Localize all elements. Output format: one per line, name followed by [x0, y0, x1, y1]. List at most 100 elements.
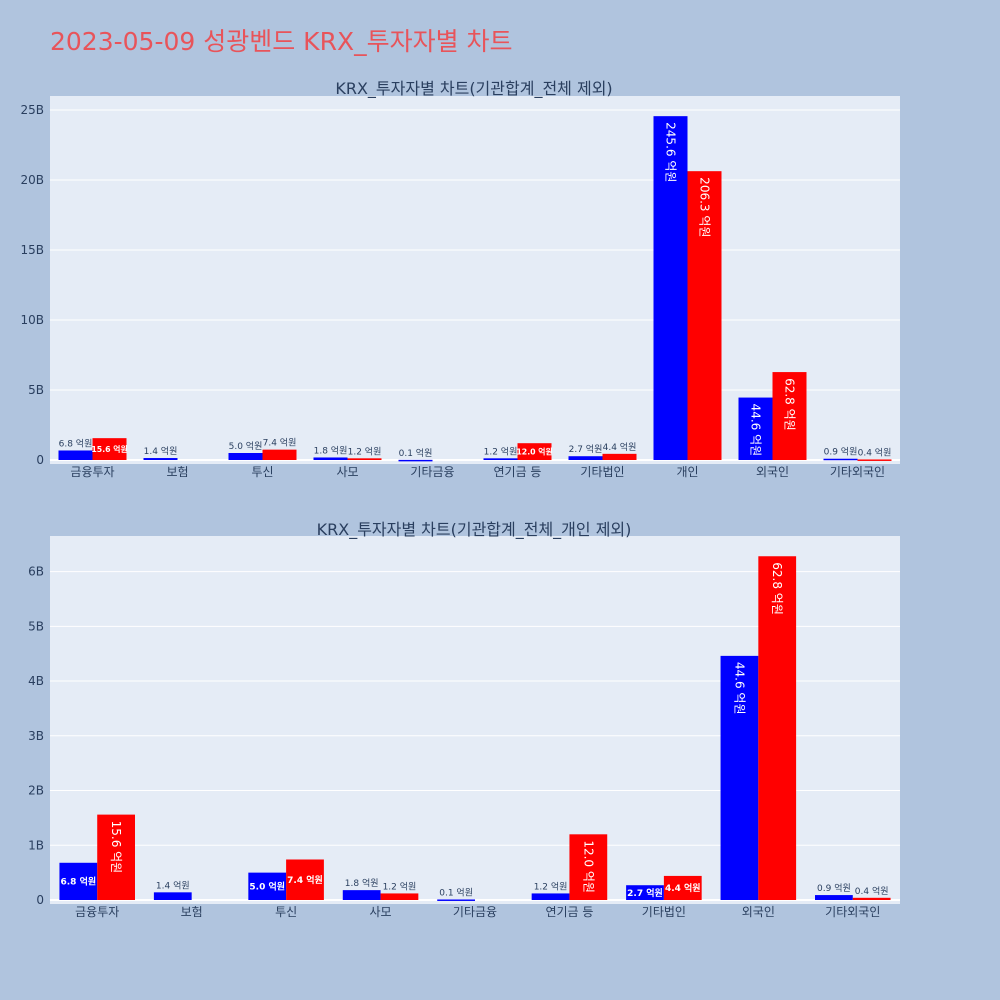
- y-tick-label: 10B: [20, 313, 44, 327]
- sell-bar: [569, 834, 608, 900]
- data-label: 2.7 억원: [569, 443, 603, 455]
- x-tick-label: 보험: [166, 465, 188, 479]
- x-tick-label: 사모: [336, 465, 358, 479]
- buy-bar: [398, 459, 433, 462]
- buy-bar: [153, 892, 192, 900]
- data-label: 0.1 억원: [439, 886, 473, 898]
- sell-bar: [92, 438, 127, 460]
- buy-bar: [823, 458, 858, 461]
- data-label: 7.4 억원: [287, 874, 323, 886]
- data-label: 62.8 억원: [783, 378, 797, 431]
- y-tick-label: 5B: [28, 383, 44, 397]
- data-label: 4.4 억원: [665, 882, 701, 894]
- x-tick-label: 기타외국인: [825, 905, 880, 919]
- x-tick-label: 사모: [370, 905, 392, 919]
- x-tick-label: 기타법인: [580, 465, 624, 479]
- data-label: 245.6 억원: [664, 122, 678, 182]
- data-label: 1.2 억원: [534, 880, 568, 892]
- y-tick-label: 20B: [20, 173, 44, 187]
- data-label: 1.8 억원: [345, 877, 379, 889]
- x-tick-label: 금융투자: [70, 465, 114, 479]
- data-label: 1.2 억원: [383, 880, 417, 892]
- y-tick-label: 3B: [28, 729, 44, 743]
- buy-bar: [815, 895, 853, 900]
- buy-bar: [58, 450, 93, 460]
- buy-bar: [626, 885, 664, 900]
- data-label: 1.8 억원: [314, 444, 348, 456]
- data-label: 5.0 억원: [229, 440, 263, 452]
- x-tick-label: 투신: [275, 905, 297, 919]
- data-label: 4.4 억원: [603, 441, 637, 453]
- data-label: 0.9 억원: [817, 882, 851, 894]
- sell-bar: [857, 459, 892, 461]
- x-tick-label: 투신: [251, 465, 273, 479]
- data-label: 1.2 억원: [348, 445, 382, 457]
- x-tick-label: 외국인: [742, 905, 775, 919]
- y-tick-label: 4B: [28, 674, 44, 688]
- buy-bar: [248, 872, 287, 900]
- sell-bar: [97, 814, 135, 900]
- buy-bar: [531, 893, 570, 900]
- data-label: 206.3 억원: [698, 177, 712, 237]
- sell-bar: [687, 171, 722, 460]
- buy-bar: [342, 890, 381, 900]
- x-tick-label: 기타금융: [453, 905, 497, 919]
- sell-bar: [602, 453, 637, 460]
- x-tick-label: 기타금융: [410, 465, 454, 479]
- sell-bar: [852, 897, 891, 900]
- chart-title: KRX_투자자별 차트(기관합계_전체_개인 제외): [317, 520, 632, 540]
- y-tick-label: 0: [36, 453, 44, 467]
- y-tick-label: 1B: [28, 838, 44, 852]
- buy-bar: [720, 655, 759, 900]
- chart-title: KRX_투자자별 차트(기관합계_전체 제외): [335, 79, 612, 99]
- buy-bar: [143, 458, 178, 460]
- sell-bar: [663, 875, 702, 900]
- y-tick-label: 5B: [28, 619, 44, 633]
- y-tick-label: 15B: [20, 243, 44, 257]
- sell-bar: [286, 859, 324, 900]
- data-label: 62.8 억원: [770, 562, 784, 615]
- sell-bar: [380, 893, 419, 900]
- data-label: 0.1 억원: [399, 447, 433, 459]
- chart-bottom: 0 1B 2B 3B 4B 5B 6B KRX_투자자별 차트(기관합계_전체_개인 제외) 금…: [28, 520, 900, 919]
- x-tick-label: 기타법인: [642, 905, 686, 919]
- x-tick-label: 연기금 등: [494, 465, 542, 479]
- x-tick-label: 개인: [676, 465, 698, 479]
- data-label: 15.6 억원: [91, 444, 127, 454]
- data-label: 12.0 억원: [581, 840, 595, 893]
- data-label: 1.4 억원: [156, 879, 190, 891]
- x-tick-label: 기타외국인: [830, 465, 885, 479]
- page-title: 2023-05-09 성광벤드 KRX_투자자별 차트: [50, 27, 513, 56]
- data-label: 0.9 억원: [824, 446, 858, 458]
- data-label: 1.2 억원: [484, 445, 518, 457]
- y-tick-label: 2B: [28, 784, 44, 798]
- data-label: 12.0 억원: [516, 446, 552, 456]
- sell-bar: [772, 372, 807, 460]
- chart-top: 0 5B 10B 15B 20B 25B KRX_투자자별 차트(기관합계_전체 제외) 금융…: [20, 79, 900, 479]
- x-tick-label: 외국인: [756, 465, 789, 479]
- sell-bar: [758, 556, 797, 900]
- data-label: 1.4 억원: [144, 445, 178, 457]
- data-label: 6.8 억원: [59, 437, 93, 449]
- data-label: 5.0 억원: [249, 880, 285, 892]
- buy-bar: [437, 899, 475, 901]
- y-tick-label: 0: [36, 893, 44, 907]
- data-label: 0.4 억원: [855, 885, 889, 897]
- buy-bar: [483, 458, 518, 460]
- sell-bar: [347, 458, 382, 460]
- x-tick-label: 연기금 등: [545, 905, 593, 919]
- data-label: 7.4 억원: [263, 437, 297, 449]
- buy-bar: [738, 397, 773, 460]
- buy-bar: [228, 453, 263, 460]
- data-label: 6.8 억원: [61, 876, 97, 888]
- buy-bar: [568, 456, 603, 460]
- x-tick-label: 금융투자: [75, 905, 119, 919]
- y-tick-label: 6B: [28, 565, 44, 579]
- x-tick-label: 보험: [181, 905, 203, 919]
- sell-bar: [262, 449, 297, 460]
- buy-bar: [313, 457, 348, 460]
- data-label: 0.4 억원: [858, 446, 892, 458]
- buy-bar: [59, 862, 98, 900]
- data-label: 15.6 억원: [109, 821, 123, 874]
- y-tick-label: 25B: [20, 103, 44, 117]
